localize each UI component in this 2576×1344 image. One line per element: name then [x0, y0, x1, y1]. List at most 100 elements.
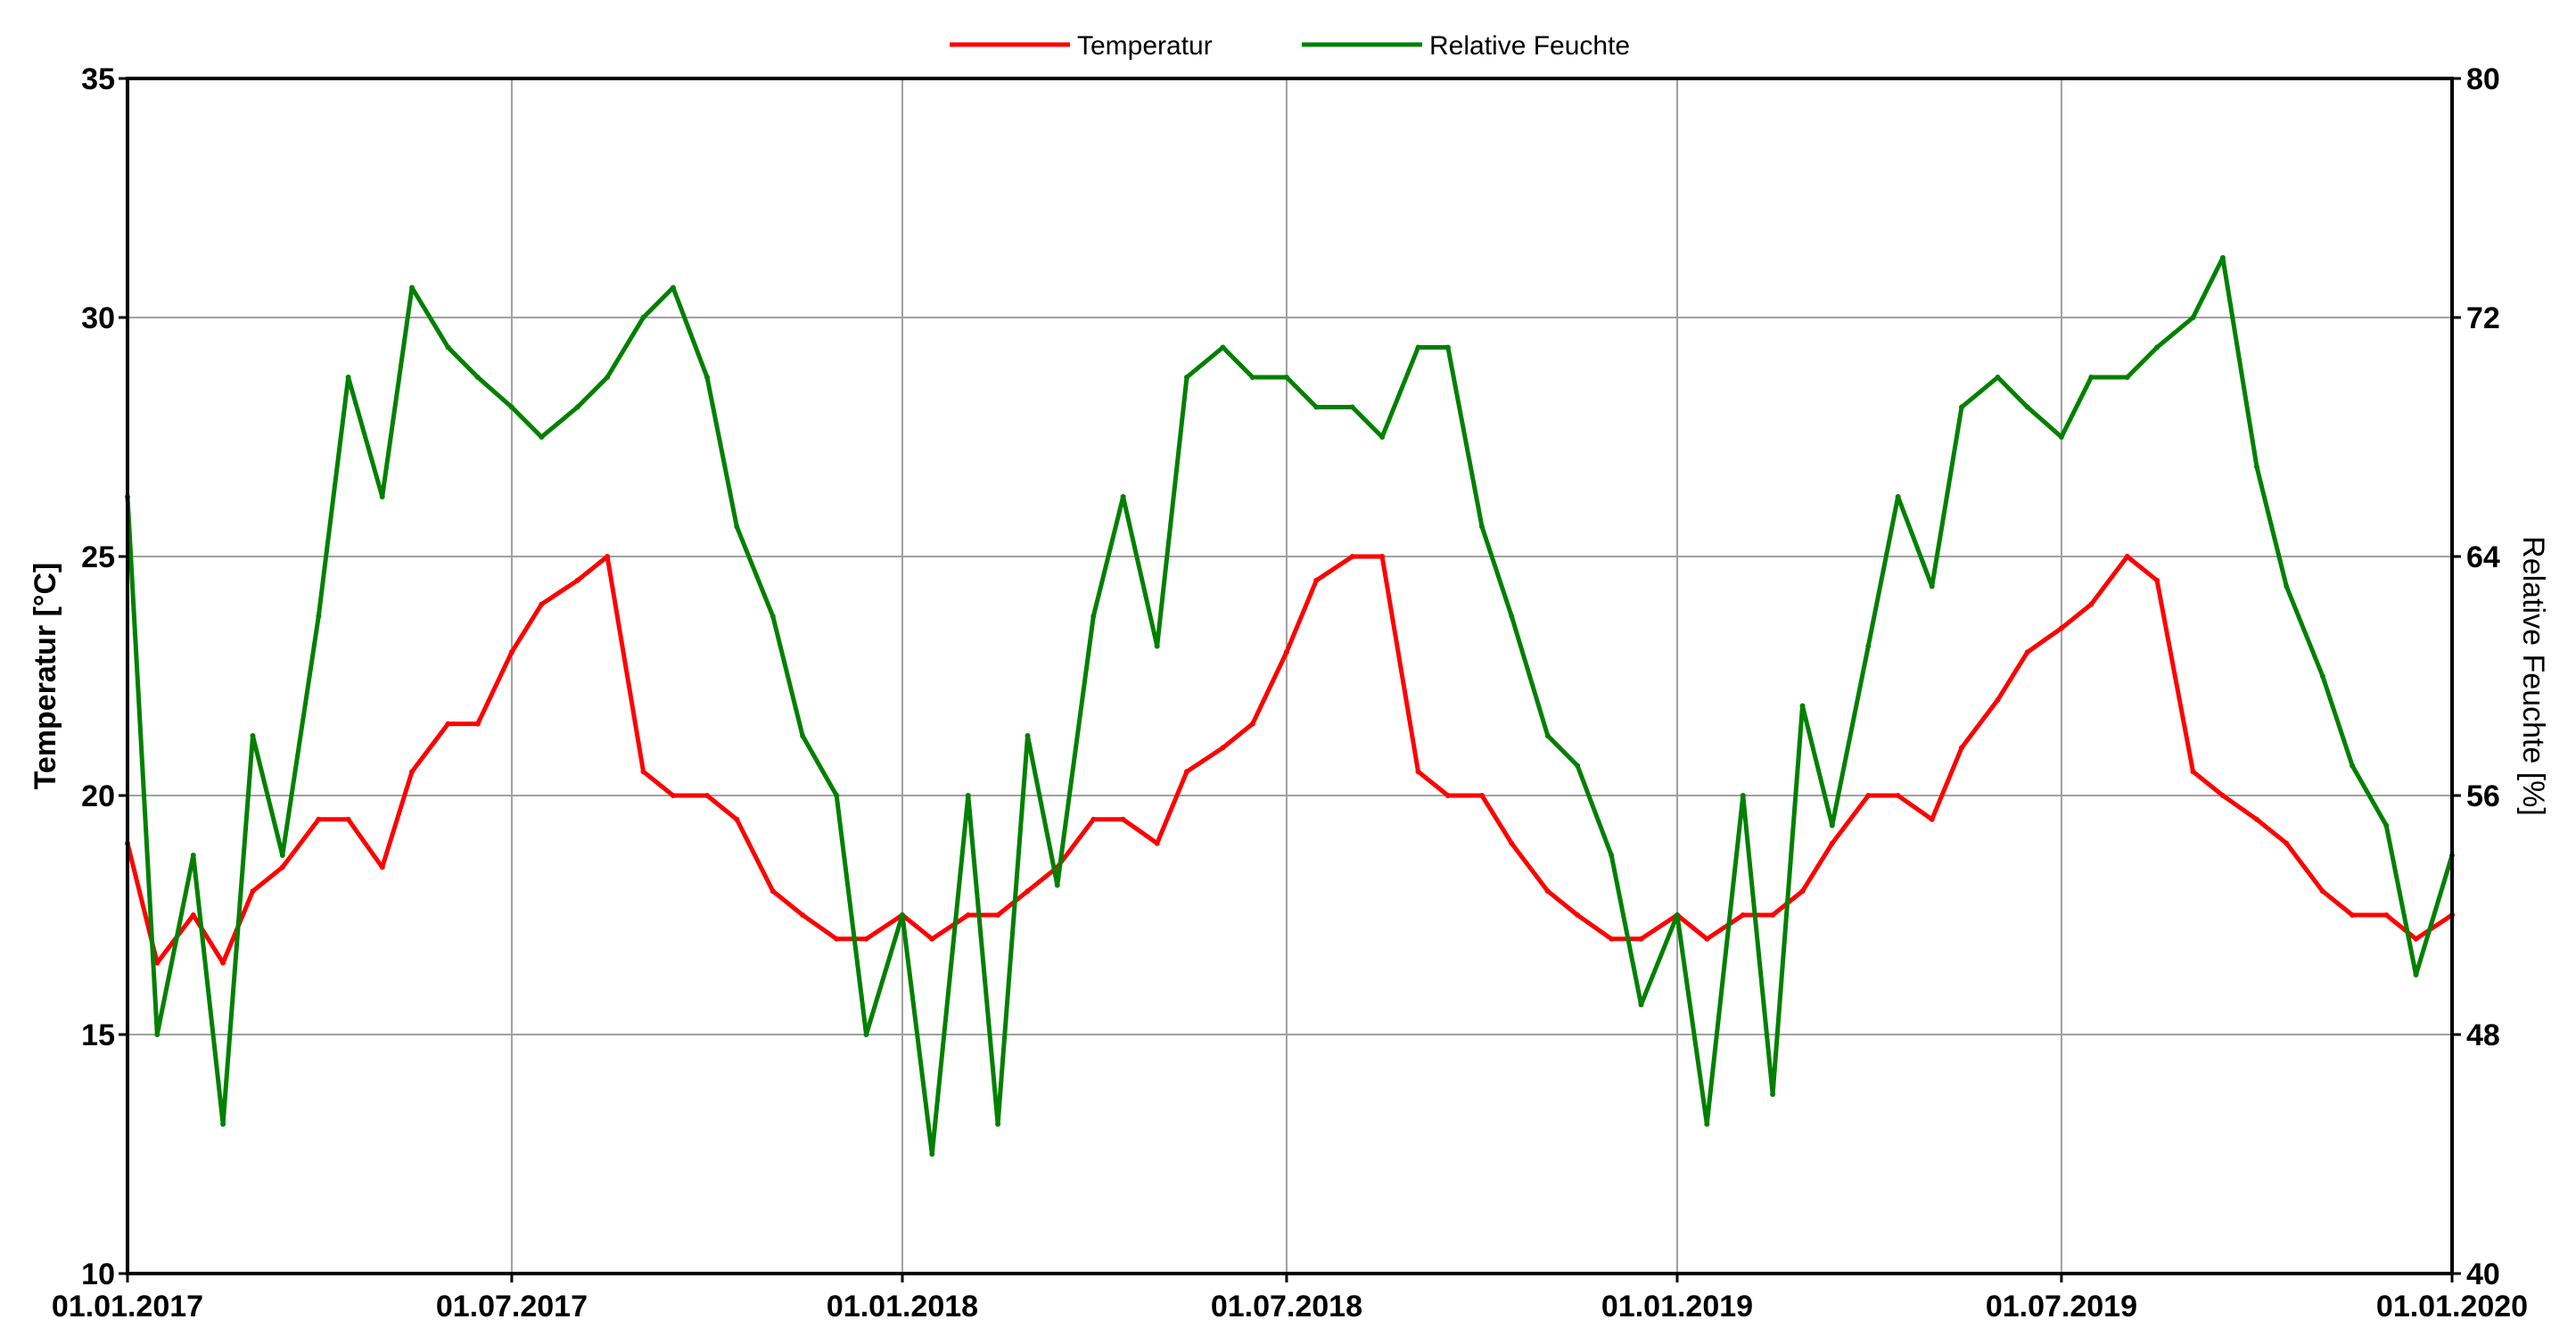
- data-point-temperatur: [1575, 912, 1581, 918]
- data-point-temperatur: [1895, 793, 1901, 798]
- y-axis-left: 10 15 20 25 30 35: [81, 62, 128, 1291]
- x-tick-label: 01.07.2017: [436, 1290, 588, 1323]
- data-point-relative-feuchte: [704, 375, 710, 380]
- data-point-relative-feuchte: [1313, 404, 1320, 410]
- data-point-relative-feuchte: [2319, 673, 2325, 679]
- data-point-temperatur: [1929, 816, 1935, 822]
- x-tick-label: 01.01.2019: [1601, 1290, 1753, 1323]
- data-point-relative-feuchte: [1865, 643, 1872, 649]
- y-left-tick-label: 35: [81, 62, 115, 96]
- data-point-temperatur: [316, 816, 322, 822]
- data-point-relative-feuchte: [1959, 404, 1964, 410]
- x-tick-label: 01.07.2019: [1986, 1290, 2137, 1323]
- data-point-temperatur: [1829, 840, 1835, 846]
- data-point-temperatur: [1609, 936, 1615, 942]
- data-point-temperatur: [1959, 745, 1964, 751]
- data-point-relative-feuchte: [1740, 793, 1746, 798]
- data-point-temperatur: [2154, 577, 2160, 583]
- legend-item-relative-feuchte: Relative Feuchte: [1302, 31, 1630, 61]
- data-point-relative-feuchte: [1054, 882, 1060, 888]
- data-point-temperatur: [1770, 912, 1776, 918]
- data-point-relative-feuchte: [2124, 375, 2130, 380]
- data-point-temperatur: [2088, 601, 2095, 607]
- data-point-relative-feuchte: [1444, 344, 1451, 350]
- data-point-relative-feuchte: [539, 434, 545, 440]
- data-point-temperatur: [1220, 745, 1226, 751]
- data-point-relative-feuchte: [2284, 583, 2290, 590]
- data-point-relative-feuchte: [1349, 404, 1355, 410]
- data-point-relative-feuchte: [508, 404, 514, 410]
- data-point-temperatur: [1025, 888, 1031, 895]
- y-axis-right-label: Relative Feuchte [%]: [2516, 536, 2550, 816]
- data-point-temperatur: [2383, 912, 2390, 918]
- data-point-relative-feuchte: [1770, 1092, 1776, 1097]
- data-point-relative-feuchte: [345, 375, 351, 380]
- data-point-relative-feuchte: [2058, 434, 2064, 440]
- data-point-temperatur: [1090, 816, 1097, 822]
- data-point-relative-feuchte: [316, 614, 322, 619]
- data-point-temperatur: [250, 888, 256, 895]
- x-axis: 01.01.2017 01.07.2017 01.01.2018 01.07.2018…: [52, 1274, 2528, 1323]
- data-point-temperatur: [220, 960, 226, 966]
- data-point-temperatur: [1995, 697, 2001, 703]
- y-axis-left-label: Temperatur [°C]: [29, 563, 62, 790]
- data-point-relative-feuchte: [605, 375, 611, 380]
- data-point-relative-feuchte: [2154, 344, 2160, 350]
- data-point-temperatur: [190, 912, 196, 918]
- y-left-tick-label: 30: [81, 301, 115, 335]
- data-point-temperatur: [770, 888, 776, 895]
- y-axis-right: 40 48 56 64 72 80: [2452, 62, 2500, 1291]
- data-point-temperatur: [704, 793, 710, 798]
- data-point-temperatur: [474, 721, 481, 727]
- data-point-temperatur: [605, 554, 611, 559]
- data-point-temperatur: [2350, 912, 2356, 918]
- data-point-relative-feuchte: [2190, 315, 2196, 320]
- data-point-temperatur: [2284, 840, 2290, 846]
- data-point-relative-feuchte: [1829, 822, 1835, 829]
- data-point-relative-feuchte: [2413, 972, 2419, 977]
- data-point-relative-feuchte: [445, 344, 451, 350]
- data-point-temperatur: [445, 721, 451, 727]
- data-point-relative-feuchte: [995, 1121, 1001, 1127]
- data-point-relative-feuchte: [863, 1032, 869, 1037]
- data-point-relative-feuchte: [2350, 763, 2356, 769]
- data-point-relative-feuchte: [834, 793, 840, 798]
- data-point-relative-feuchte: [1184, 375, 1189, 380]
- data-point-temperatur: [929, 936, 935, 942]
- data-point-temperatur: [2024, 649, 2030, 656]
- data-point-relative-feuchte: [770, 614, 776, 619]
- data-point-relative-feuchte: [409, 284, 415, 291]
- data-point-relative-feuchte: [220, 1121, 226, 1127]
- data-point-temperatur: [1479, 793, 1485, 798]
- data-point-relative-feuchte: [800, 733, 806, 738]
- data-point-temperatur: [2254, 816, 2259, 822]
- data-point-temperatur: [409, 769, 415, 775]
- data-point-relative-feuchte: [474, 375, 481, 380]
- data-point-temperatur: [1638, 936, 1644, 942]
- data-point-relative-feuchte: [1609, 853, 1615, 858]
- data-point-temperatur: [1704, 936, 1710, 942]
- data-point-temperatur: [2058, 625, 2064, 631]
- x-tick-label: 01.01.2018: [827, 1290, 978, 1323]
- data-point-relative-feuchte: [154, 1032, 160, 1037]
- y-right-tick-label: 64: [2466, 540, 2500, 574]
- data-point-relative-feuchte: [1220, 344, 1226, 350]
- data-point-relative-feuchte: [1638, 1002, 1644, 1008]
- gridlines: [128, 78, 2452, 1274]
- data-point-relative-feuchte: [2383, 822, 2390, 829]
- data-point-relative-feuchte: [1249, 375, 1255, 380]
- data-point-temperatur: [1415, 769, 1421, 775]
- y-right-tick-label: 72: [2466, 301, 2500, 335]
- data-point-relative-feuchte: [1704, 1121, 1710, 1127]
- data-point-temperatur: [995, 912, 1001, 918]
- data-point-temperatur: [574, 577, 580, 583]
- y-right-tick-label: 80: [2466, 62, 2500, 96]
- data-point-temperatur: [863, 936, 869, 942]
- data-point-relative-feuchte: [379, 494, 385, 499]
- data-point-relative-feuchte: [250, 733, 256, 738]
- data-point-temperatur: [1154, 840, 1160, 846]
- data-point-relative-feuchte: [1090, 614, 1097, 619]
